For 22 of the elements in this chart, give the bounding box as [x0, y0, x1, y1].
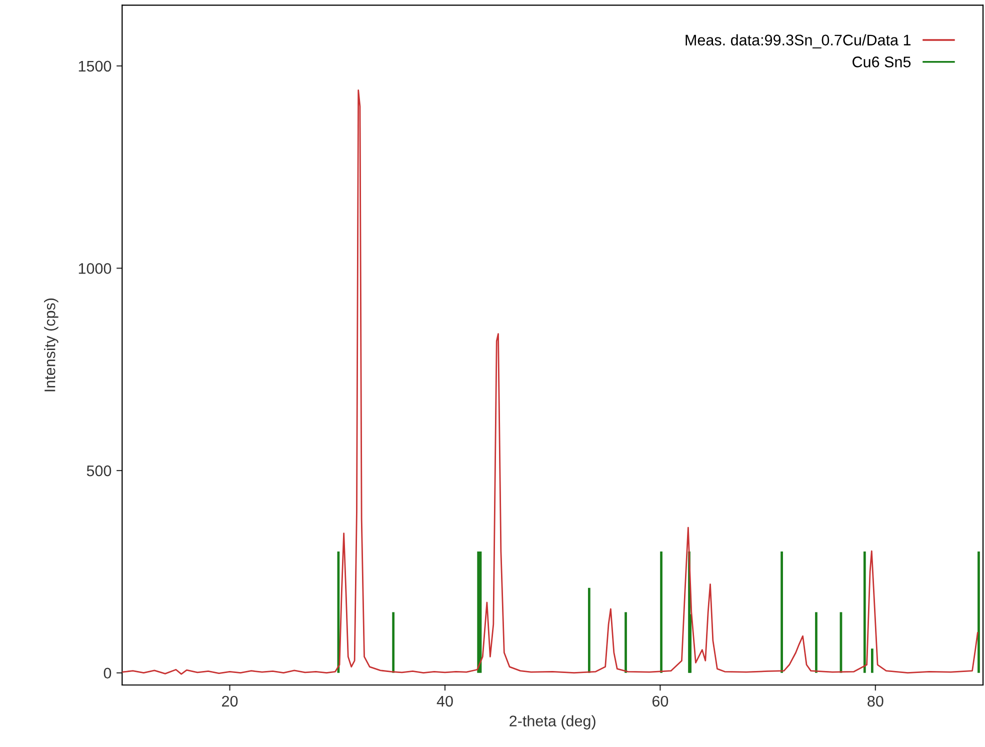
- y-tick-label: 500: [86, 465, 112, 476]
- y-tick-label: 1000: [78, 263, 112, 274]
- bar: [588, 588, 590, 673]
- bar: [624, 612, 627, 673]
- x-tick-label: 20: [222, 696, 238, 707]
- bar: [978, 551, 980, 673]
- bar: [871, 648, 874, 673]
- bar: [392, 612, 395, 673]
- bar: [660, 551, 662, 673]
- x-tick-label: 80: [868, 696, 884, 707]
- y-tick-label: 0: [104, 668, 112, 679]
- bar: [815, 612, 818, 673]
- y-axis-title: Intensity (cps): [44, 298, 58, 392]
- x-tick-label: 60: [652, 696, 668, 707]
- y-tick-label: 1500: [78, 60, 112, 72]
- x-tick-label: 40: [436, 696, 453, 707]
- x-axis-title: 2-theta (deg): [510, 715, 596, 730]
- legend-label: Cu6 Sn5: [852, 56, 911, 68]
- bar: [863, 551, 866, 673]
- bar: [780, 551, 783, 673]
- legend-label: Meas. data:99.3Sn_0.7Cu/Data 1: [686, 34, 910, 48]
- line-series: [122, 90, 978, 675]
